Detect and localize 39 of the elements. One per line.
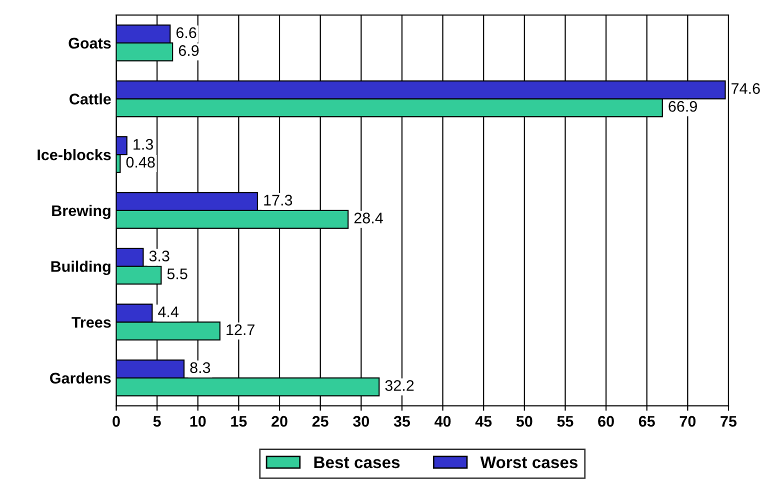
data-label: 12.7 xyxy=(226,324,254,335)
data-label: 32.2 xyxy=(385,380,414,391)
data-label: 1.3 xyxy=(134,138,153,150)
x-tick-label: 30 xyxy=(353,416,370,427)
x-tick-label: 5 xyxy=(153,416,161,427)
y-tick-label: Building xyxy=(51,260,110,276)
x-tick-label: 65 xyxy=(638,416,655,427)
x-tick-label: 25 xyxy=(312,416,328,427)
x-tick-label: 70 xyxy=(680,416,696,427)
x-tick-label: 15 xyxy=(231,416,247,427)
x-tick-label: 35 xyxy=(394,416,410,427)
y-tick-label: Ice-blocks xyxy=(38,149,111,160)
x-tick-label: 60 xyxy=(598,416,614,427)
legend-label: Best cases xyxy=(314,456,400,468)
y-tick-label: Gardens xyxy=(50,372,111,384)
data-label: 6.9 xyxy=(178,45,199,56)
y-tick-label: Brewing xyxy=(52,204,110,220)
data-label: 4.4 xyxy=(158,306,179,318)
y-tick-label: Cattle xyxy=(70,93,111,104)
legend-label: Worst cases xyxy=(480,456,578,468)
y-tick-label: Goats xyxy=(68,38,111,49)
data-label: 17.3 xyxy=(264,194,292,206)
data-label: 3.3 xyxy=(149,250,170,262)
x-tick-label: 50 xyxy=(516,416,532,427)
data-label: 8.3 xyxy=(190,362,210,374)
x-tick-label: 55 xyxy=(557,416,574,427)
data-label: 28.4 xyxy=(354,212,383,224)
x-tick-label: 20 xyxy=(272,416,288,427)
x-tick-label: 40 xyxy=(434,416,451,427)
x-tick-label: 45 xyxy=(475,416,492,427)
x-tick-label: 10 xyxy=(190,416,206,427)
y-tick-label: Trees xyxy=(72,317,111,328)
data-label: 0.48 xyxy=(126,156,155,168)
data-label: 5.5 xyxy=(167,268,188,280)
data-label: 74.6 xyxy=(732,83,760,94)
data-label: 66.9 xyxy=(668,100,697,112)
x-tick-label: 75 xyxy=(720,416,737,427)
data-label: 6.6 xyxy=(176,27,196,38)
x-tick-label: 0 xyxy=(112,416,120,427)
